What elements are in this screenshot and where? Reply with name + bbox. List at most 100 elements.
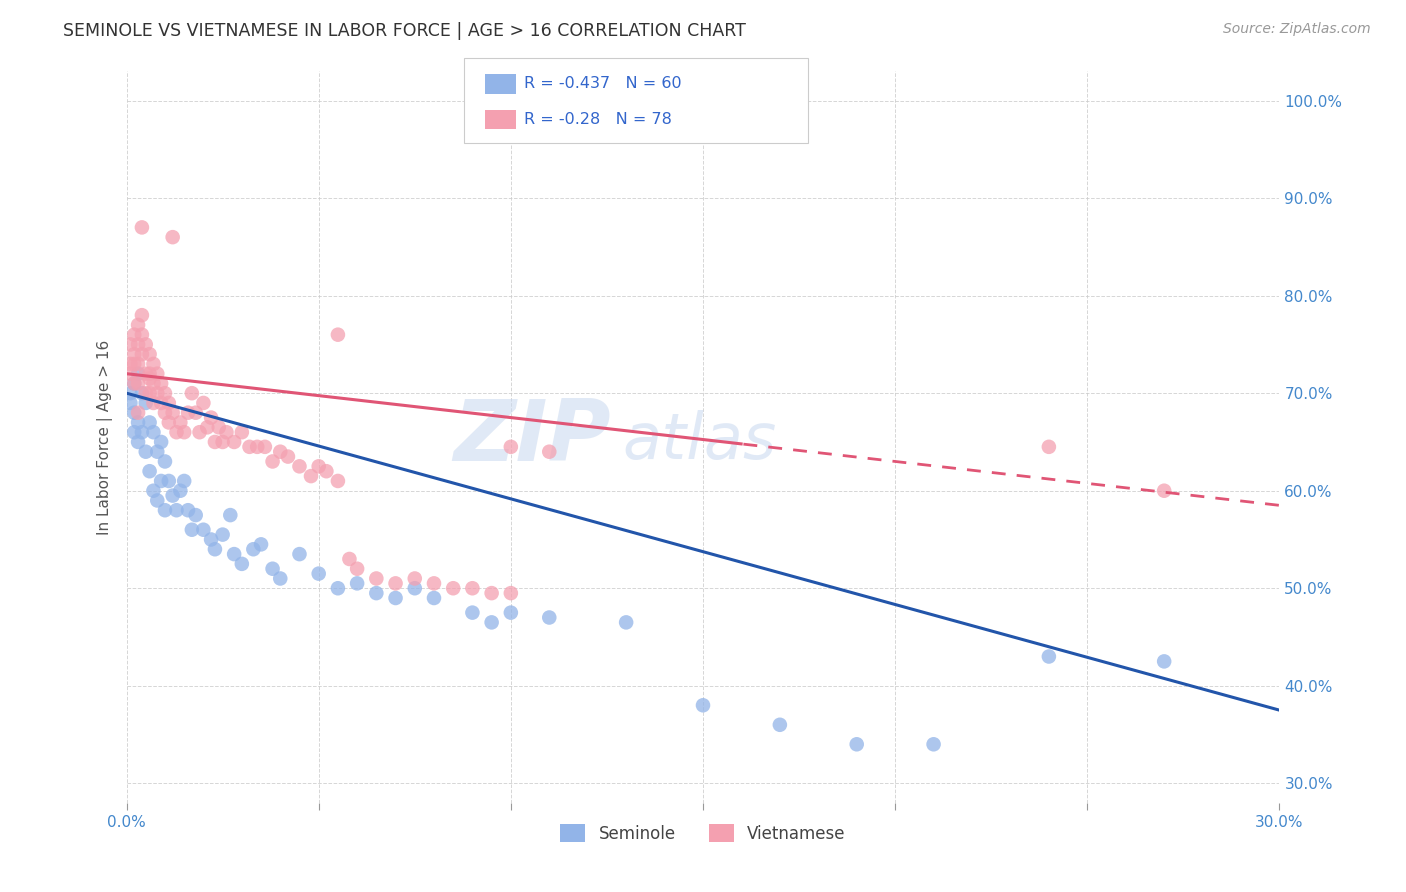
Point: [122, 406, 145, 420]
Point: [208, 420, 231, 434]
Point: [142, 376, 165, 391]
Point: [326, 581, 349, 595]
Point: [150, 396, 173, 410]
Point: [769, 718, 792, 732]
Point: [122, 376, 145, 391]
Point: [231, 557, 253, 571]
Point: [135, 367, 157, 381]
Point: [127, 406, 149, 420]
Point: [120, 357, 142, 371]
Point: [481, 615, 503, 630]
Point: [200, 533, 222, 547]
Point: [269, 572, 291, 586]
Point: [177, 406, 200, 420]
Point: [288, 459, 311, 474]
Point: [246, 440, 269, 454]
Point: [346, 576, 368, 591]
Point: [922, 737, 945, 751]
Point: [127, 416, 149, 430]
Point: [157, 396, 180, 410]
Point: [326, 474, 349, 488]
Point: [131, 308, 153, 322]
Point: [1038, 649, 1060, 664]
Text: ZIP: ZIP: [453, 395, 610, 479]
Point: [366, 572, 388, 586]
Point: [315, 464, 337, 478]
Point: [120, 367, 142, 381]
Point: [162, 489, 184, 503]
Point: [1038, 440, 1060, 454]
Point: [142, 425, 165, 440]
Point: [269, 444, 291, 458]
Point: [242, 542, 264, 557]
Point: [131, 220, 153, 235]
Point: [120, 337, 142, 351]
Point: [142, 396, 165, 410]
Point: [404, 572, 426, 586]
Point: [166, 425, 188, 440]
Point: [122, 347, 145, 361]
Point: [224, 434, 246, 449]
Point: [131, 327, 153, 342]
Point: [204, 434, 226, 449]
Point: [184, 406, 207, 420]
Point: [231, 425, 253, 440]
Point: [366, 586, 388, 600]
Point: [162, 230, 184, 244]
Point: [346, 562, 368, 576]
Point: [146, 493, 169, 508]
Point: [127, 357, 149, 371]
Point: [138, 367, 160, 381]
Point: [188, 425, 211, 440]
Point: [180, 523, 202, 537]
Point: [250, 537, 273, 551]
Point: [288, 547, 311, 561]
Text: R = -0.28   N = 78: R = -0.28 N = 78: [524, 112, 672, 127]
Point: [120, 396, 142, 410]
Point: [193, 396, 215, 410]
Point: [195, 420, 218, 434]
Point: [1153, 654, 1175, 668]
Point: [262, 562, 284, 576]
Point: [173, 474, 195, 488]
Point: [339, 552, 361, 566]
Point: [127, 434, 149, 449]
Point: [138, 371, 160, 385]
Point: [142, 357, 165, 371]
Point: [461, 581, 484, 595]
Point: [262, 454, 284, 468]
Point: [142, 483, 165, 498]
Point: [135, 337, 157, 351]
Point: [169, 416, 191, 430]
Point: [299, 469, 322, 483]
Point: [120, 386, 142, 401]
Point: [224, 547, 246, 561]
Text: R = -0.437   N = 60: R = -0.437 N = 60: [524, 77, 682, 91]
Point: [384, 591, 406, 605]
Point: [135, 444, 157, 458]
Point: [138, 347, 160, 361]
Text: atlas: atlas: [623, 409, 776, 472]
Point: [153, 386, 176, 401]
Point: [127, 318, 149, 332]
Point: [211, 434, 233, 449]
Point: [384, 576, 406, 591]
Point: [166, 503, 188, 517]
Point: [153, 503, 176, 517]
Text: Source: ZipAtlas.com: Source: ZipAtlas.com: [1223, 22, 1371, 37]
Point: [131, 386, 153, 401]
Point: [441, 581, 464, 595]
Point: [219, 508, 242, 522]
Point: [614, 615, 637, 630]
Point: [180, 386, 202, 401]
Point: [404, 581, 426, 595]
Point: [122, 327, 145, 342]
Point: [1153, 483, 1175, 498]
Point: [200, 410, 222, 425]
Point: [122, 376, 145, 391]
Point: [238, 440, 260, 454]
Point: [122, 425, 145, 440]
Point: [538, 444, 561, 458]
Text: SEMINOLE VS VIETNAMESE IN LABOR FORCE | AGE > 16 CORRELATION CHART: SEMINOLE VS VIETNAMESE IN LABOR FORCE | …: [63, 22, 747, 40]
Legend: Seminole, Vietnamese: Seminole, Vietnamese: [554, 818, 852, 849]
